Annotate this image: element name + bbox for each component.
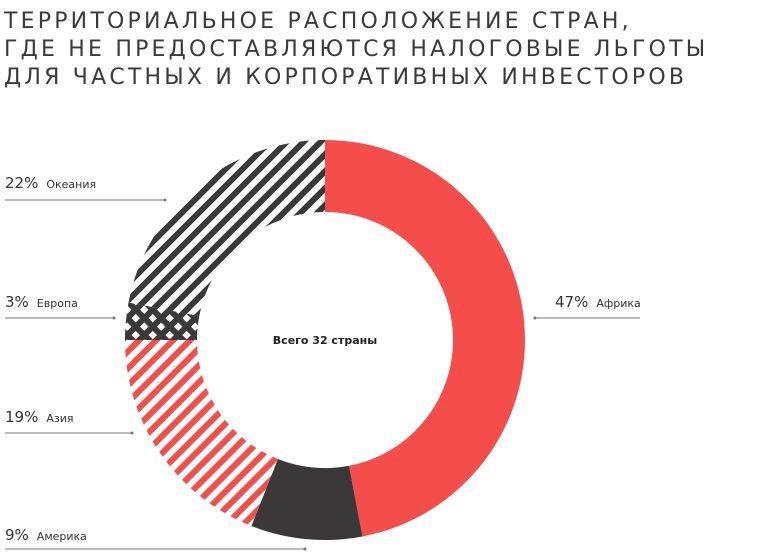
slice-label: 9% Америка <box>5 526 307 551</box>
donut-slice <box>125 302 200 340</box>
value-label: 22% <box>5 174 38 192</box>
slice-label: 22% Океания <box>5 174 167 202</box>
value-label: 9% <box>5 526 29 544</box>
category-label: Азия <box>46 412 73 425</box>
category-label: Океания <box>46 178 96 191</box>
chart-title: ТЕРРИТОРИАЛЬНОЕ РАСПОЛОЖЕНИЕ СТРАН, <box>3 9 632 34</box>
slice-label: 19% Азия <box>5 408 134 435</box>
value-label: 19% <box>5 408 38 426</box>
donut-slice <box>128 140 325 317</box>
leader-dot <box>163 198 167 202</box>
center-label: Всего 32 страны <box>273 334 377 347</box>
donut-slice <box>251 459 363 540</box>
donut-slice <box>125 340 278 526</box>
donut-slice <box>325 140 525 537</box>
chart-title: ДЛЯ ЧАСТНЫХ И КОРПОРАТИВНЫХ ИНВЕСТОРОВ <box>4 65 687 90</box>
category-label: Европа <box>37 297 78 310</box>
leader-dot <box>303 547 307 551</box>
chart-title: ГДЕ НЕ ПРЕДОСТАВЛЯЮТСЯ НАЛОГОВЫЕ ЛЬГОТЫ <box>4 37 708 62</box>
slice-label: 47% Африка <box>533 293 641 320</box>
leader-dot <box>112 316 116 320</box>
value-label: 3% <box>5 293 29 311</box>
value-label: 47% <box>555 293 588 311</box>
leader-dot <box>533 316 537 320</box>
leader-dot <box>130 431 134 435</box>
slice-label: 3% Европа <box>5 293 116 320</box>
category-label: Африка <box>596 297 640 310</box>
category-label: Америка <box>37 530 87 543</box>
